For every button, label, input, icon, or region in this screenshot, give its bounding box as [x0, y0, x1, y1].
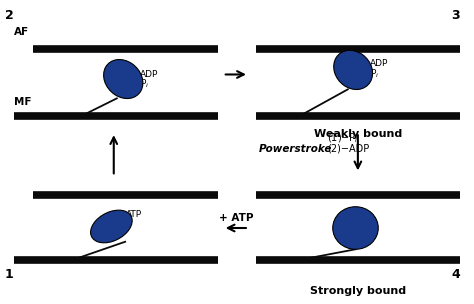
Text: 1: 1 [5, 268, 13, 281]
Text: (2)−ADP: (2)−ADP [327, 144, 369, 154]
Text: MF: MF [14, 97, 32, 107]
Text: P$_i$: P$_i$ [140, 77, 149, 90]
Text: 2: 2 [5, 9, 13, 22]
Text: ADP: ADP [370, 59, 388, 68]
Text: + ATP: + ATP [219, 213, 253, 223]
Text: ADP: ADP [140, 70, 158, 79]
Text: ATP: ATP [126, 210, 142, 219]
Ellipse shape [91, 210, 132, 243]
Text: Weakly bound: Weakly bound [314, 129, 402, 139]
Text: 3: 3 [451, 9, 460, 22]
Text: 4: 4 [451, 268, 460, 281]
Ellipse shape [333, 207, 378, 249]
Text: Powerstroke: Powerstroke [258, 144, 332, 154]
Text: Strongly bound: Strongly bound [310, 286, 406, 296]
Text: (1)−P$_i$: (1)−P$_i$ [327, 132, 359, 145]
Ellipse shape [104, 60, 143, 98]
Text: AF: AF [14, 27, 29, 37]
Ellipse shape [334, 50, 373, 89]
Text: P$_i$: P$_i$ [370, 67, 379, 80]
